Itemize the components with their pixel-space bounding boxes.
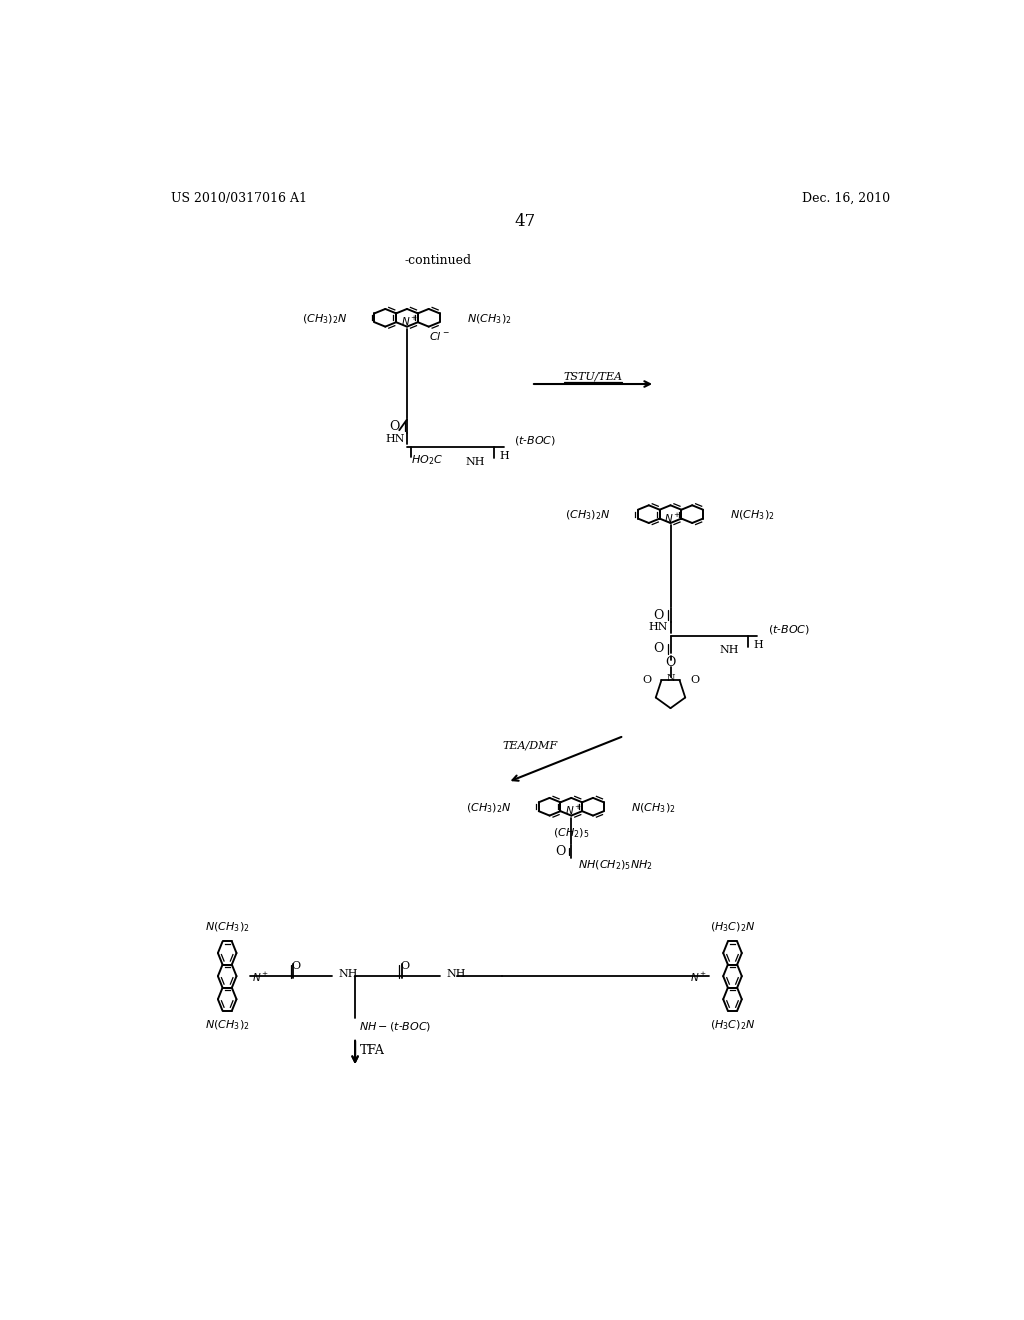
Text: O: O [555,845,565,858]
Text: $(H_3C)_2N$: $(H_3C)_2N$ [710,920,756,933]
Text: O: O [666,656,676,669]
Text: $N(CH_3)_2$: $N(CH_3)_2$ [205,1019,250,1032]
Text: $N(CH_3)_2$: $N(CH_3)_2$ [467,313,511,326]
Text: US 2010/0317016 A1: US 2010/0317016 A1 [171,191,306,205]
Text: O: O [653,643,664,656]
Text: N: N [667,675,675,684]
Text: $NH-(t$-$BOC)$: $NH-(t$-$BOC)$ [359,1020,431,1034]
Text: NH: NH [446,969,466,979]
Text: $N^+$: $N^+$ [690,972,708,985]
Text: NH: NH [719,645,738,656]
Text: O: O [653,609,664,622]
Text: HN: HN [648,622,669,632]
Text: H: H [499,451,509,462]
Text: NH: NH [338,969,357,979]
Text: $HO_2C$: $HO_2C$ [411,453,443,467]
Text: $NH(CH_2)_5NH_2$: $NH(CH_2)_5NH_2$ [578,858,652,873]
Text: TSTU/TEA: TSTU/TEA [563,371,623,381]
Text: O: O [400,961,410,972]
Text: O: O [691,676,699,685]
Text: $N(CH_3)_2$: $N(CH_3)_2$ [631,801,676,814]
Text: O: O [389,420,399,433]
Text: NH: NH [465,457,484,467]
Text: O: O [643,676,652,685]
Text: Dec. 16, 2010: Dec. 16, 2010 [802,191,891,205]
Text: -continued: -continued [404,253,472,267]
Text: H: H [754,640,763,649]
Text: HN: HN [385,434,404,444]
Text: TEA/DMF: TEA/DMF [503,741,558,751]
Text: 47: 47 [514,213,536,230]
Text: $(H_3C)_2N$: $(H_3C)_2N$ [710,1019,756,1032]
Text: $(CH_2)_5$: $(CH_2)_5$ [553,826,590,841]
Text: $N^+$: $N^+$ [252,972,269,985]
Text: TFA: TFA [359,1044,385,1057]
Text: $(CH_3)_2N$: $(CH_3)_2N$ [565,510,611,523]
Text: $N(CH_3)_2$: $N(CH_3)_2$ [205,920,250,933]
Text: $(t$-$BOC)$: $(t$-$BOC)$ [768,623,810,636]
Text: $N^+$: $N^+$ [665,511,681,524]
Text: $N^+$: $N^+$ [400,315,418,329]
Text: O: O [292,961,301,972]
Text: $N^+$: $N^+$ [565,804,583,817]
Text: $(CH_3)_2N$: $(CH_3)_2N$ [302,313,347,326]
Text: $N(CH_3)_2$: $N(CH_3)_2$ [730,510,775,523]
Text: $Cl^-$: $Cl^-$ [429,330,450,342]
Text: $(CH_3)_2N$: $(CH_3)_2N$ [466,801,512,814]
Text: $(t$-$BOC)$: $(t$-$BOC)$ [514,434,556,447]
